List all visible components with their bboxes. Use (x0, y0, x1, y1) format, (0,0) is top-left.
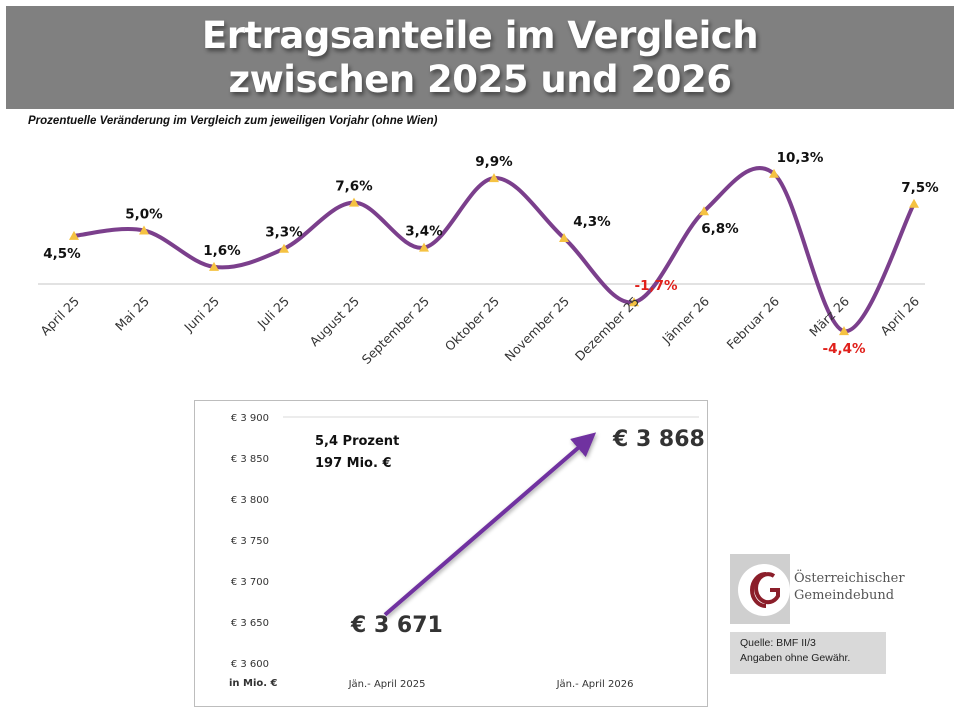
x-tick-label: April 25 (37, 294, 82, 339)
line-chart: 4,5% 5,0% 1,6% 3,3% 7,6% 3,4% 9,9% 4,3% -1,7% 6,8… (37, 150, 939, 367)
x-tick-label: August 25 (307, 294, 363, 350)
data-point-marker (279, 243, 289, 253)
title-line-1: Ertragsanteile im Vergleich (201, 13, 759, 57)
data-point-marker (559, 232, 569, 242)
value-label-2025: € 3 671 (350, 613, 443, 638)
y-tick-label: € 3 700 (231, 577, 269, 588)
x-tick-label: Jän.- April 2025 (348, 679, 426, 690)
data-label: 7,6% (335, 179, 373, 195)
growth-arrow (383, 432, 597, 617)
data-label: 4,3% (573, 214, 611, 230)
comparison-chart: € 3 900 € 3 850 € 3 800 € 3 750 € 3 700 € 3 6… (229, 413, 705, 690)
data-point-marker (349, 197, 359, 207)
data-label: 9,9% (475, 154, 513, 170)
x-tick-label: Juni 25 (180, 294, 222, 336)
data-point-marker (69, 230, 79, 240)
data-point-marker (209, 261, 219, 271)
data-label: -4,4% (822, 341, 866, 357)
y-axis-unit-label: in Mio. € (229, 678, 278, 689)
data-point-marker (419, 242, 429, 252)
logo-line-1: Österreichischer (794, 571, 905, 586)
source-line: Quelle: BMF II/3 (740, 637, 816, 649)
title-banner: Ertragsanteile im Vergleich zwischen 202… (6, 6, 954, 109)
source-note: Quelle: BMF II/3 Angaben ohne Gewähr. (730, 632, 886, 674)
data-label: 10,3% (777, 150, 824, 166)
y-tick-label: € 3 850 (231, 454, 269, 465)
x-tick-label: November 25 (501, 294, 572, 365)
logo-line-2: Gemeindebund (794, 588, 895, 603)
y-tick-label: € 3 750 (231, 536, 269, 547)
value-label-2026: € 3 868 (612, 427, 705, 452)
y-tick-labels: € 3 900 € 3 850 € 3 800 € 3 750 € 3 700 € 3 6… (231, 413, 269, 670)
y-tick-label: € 3 600 (231, 659, 269, 670)
y-tick-label: € 3 900 (231, 413, 269, 424)
x-tick-label: Mai 25 (112, 294, 152, 334)
category-labels-group: April 25 Mai 25 Juni 25 Juli 25 August 25Sep… (37, 293, 922, 367)
data-point-marker (699, 206, 709, 216)
data-label: 5,0% (125, 207, 163, 223)
data-label: -1,7% (634, 278, 678, 294)
data-point-marker (629, 297, 639, 307)
x-tick-label: September 25 (359, 294, 433, 368)
y-tick-label: € 3 650 (231, 618, 269, 629)
data-point-marker (839, 326, 849, 336)
disclaimer-line: Angaben ohne Gewähr. (740, 652, 851, 664)
data-label: 4,5% (43, 246, 81, 262)
value-labels-group: 4,5% 5,0% 1,6% 3,3% 7,6% 3,4% 9,9% 4,3% -1,7% 6,8… (43, 150, 939, 357)
y-tick-label: € 3 800 (231, 495, 269, 506)
logo-text: Österreichischer Gemeindebund (794, 570, 905, 604)
series-line (72, 166, 916, 334)
x-tick-label: Jän.- April 2026 (556, 679, 634, 690)
data-label: 1,6% (203, 243, 241, 259)
data-label: 3,4% (405, 224, 443, 240)
chart-subtitle: Prozentuelle Veränderung im Vergleich zu… (28, 115, 438, 127)
data-point-marker (139, 225, 149, 235)
x-tick-label: Juli 25 (254, 294, 292, 332)
x-tick-label: Oktober 25 (442, 294, 502, 354)
data-point-marker (769, 168, 779, 178)
x-tick-label: Jänner 26 (658, 293, 712, 347)
data-point-marker (489, 173, 499, 183)
title-line-2: zwischen 2025 und 2026 (228, 57, 732, 101)
data-label: 6,8% (701, 221, 739, 237)
growth-percent: 5,4 Prozent (315, 434, 400, 449)
comparison-chart-box: € 3 900 € 3 850 € 3 800 € 3 750 € 3 700 € 3 6… (194, 400, 708, 707)
x-tick-label: April 26 (877, 293, 922, 338)
x-tick-labels: Jän.- April 2025 Jän.- April 2026 (348, 679, 634, 690)
logo (730, 554, 790, 624)
data-label: 3,3% (265, 225, 303, 241)
x-tick-label: Dezember 25 (572, 294, 642, 364)
data-point-marker (909, 198, 919, 208)
markers-group (69, 168, 919, 336)
data-label: 7,5% (901, 180, 939, 196)
growth-annotation: 5,4 Prozent 197 Mio. € (315, 431, 399, 475)
gemeindebund-logo-icon (738, 564, 790, 616)
x-tick-label: Februar 26 (724, 293, 783, 352)
growth-amount: 197 Mio. € (315, 456, 392, 471)
